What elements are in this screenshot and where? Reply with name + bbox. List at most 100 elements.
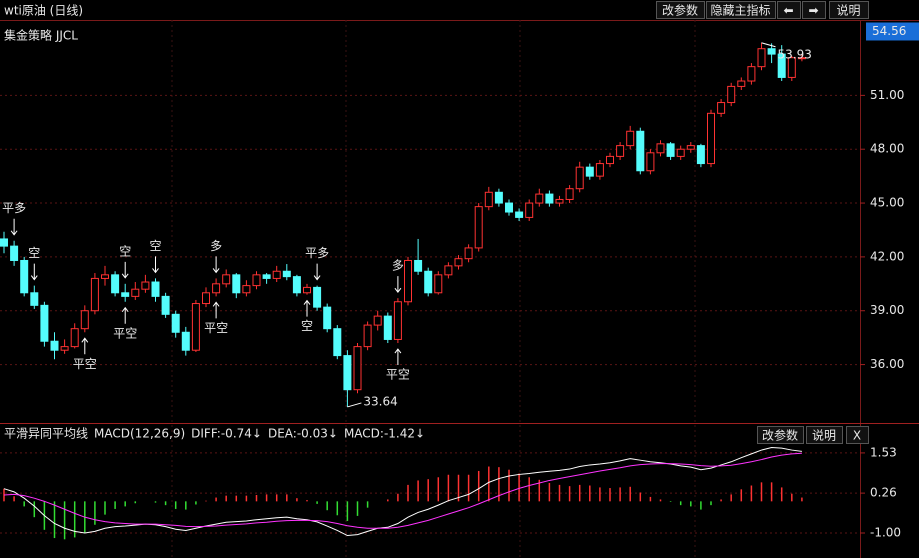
- candle-body: [585, 166, 594, 177]
- annotation-label: 33.64: [363, 394, 397, 408]
- candle-body: [252, 274, 261, 287]
- candle-body: [737, 80, 746, 87]
- candle-body: [424, 270, 433, 294]
- candle-body: [393, 301, 402, 340]
- toolbar-button[interactable]: [706, 1, 776, 19]
- candle-body: [747, 66, 756, 82]
- signal-arrow: [81, 337, 89, 355]
- toolbar-button[interactable]: [656, 1, 705, 19]
- toolbar-button[interactable]: [802, 1, 826, 19]
- candle-body: [242, 285, 251, 294]
- signal-label: 平空: [204, 321, 228, 335]
- candle-body: [20, 259, 29, 294]
- candle-body: [282, 270, 291, 278]
- toolbar-button-label[interactable]: ➡: [808, 4, 818, 18]
- candle-body: [141, 281, 150, 290]
- toolbar-button-label[interactable]: 说明: [836, 3, 860, 18]
- candle-body: [383, 315, 392, 340]
- y-tick-label: -1.00: [870, 525, 901, 539]
- candle-body: [171, 313, 180, 333]
- toolbar-button[interactable]: [777, 1, 801, 19]
- candle-body: [303, 286, 311, 294]
- window-title: wti原油 (日线): [4, 4, 83, 18]
- signal-label: 空: [28, 246, 40, 260]
- y-tick-label: 51.00: [870, 88, 904, 102]
- candle-body: [323, 306, 332, 330]
- signal-label: 平多: [305, 246, 329, 260]
- signal-label: 平空: [386, 368, 410, 382]
- candle-body: [595, 163, 604, 177]
- indicator-header: 平滑异同平均线: [4, 427, 88, 441]
- signal-arrow: [212, 256, 220, 274]
- candle-body: [515, 211, 524, 218]
- signal-label: 多: [392, 259, 404, 273]
- last-price-label: 54.56: [872, 24, 906, 38]
- candle-body: [50, 340, 59, 351]
- signal-label: 平空: [73, 357, 97, 371]
- candle-body: [767, 48, 776, 55]
- indicator-button-label[interactable]: 说明: [812, 428, 836, 443]
- signal-label: 空: [301, 319, 313, 333]
- signal-label: 平空: [113, 326, 137, 340]
- strategy-name: 集金策略 JJCL: [4, 28, 78, 43]
- candle-body: [80, 310, 89, 330]
- candle-body: [202, 292, 210, 305]
- indicator-header: MACD(12,26,9): [94, 427, 185, 441]
- annotation-leader: [347, 402, 362, 408]
- indicator-button[interactable]: [806, 426, 843, 444]
- candle-body: [101, 274, 109, 279]
- candle-body: [353, 346, 362, 391]
- signal-arrow: [152, 256, 159, 274]
- y-tick-label: 42.00: [870, 249, 904, 263]
- indicator-button-label[interactable]: X: [853, 429, 861, 443]
- y-tick-label: 0.26: [870, 486, 897, 500]
- signal-arrow: [30, 263, 38, 281]
- candle-body: [131, 288, 140, 297]
- signal-arrow: [10, 218, 18, 236]
- candle-body: [232, 274, 241, 294]
- candle-body: [404, 259, 412, 303]
- candle-body: [777, 53, 786, 78]
- signal-arrow: [303, 299, 311, 317]
- candle-body: [555, 198, 564, 204]
- candle-body: [757, 48, 766, 68]
- y-tick-label: 39.00: [870, 303, 904, 317]
- y-tick-label: 48.00: [870, 142, 904, 156]
- annotation-leader: [761, 42, 776, 48]
- candle-body: [646, 152, 655, 172]
- candle-body: [565, 188, 574, 200]
- y-tick-label: 36.00: [870, 357, 904, 371]
- toolbar-button[interactable]: [829, 1, 869, 19]
- candle-body: [636, 130, 645, 172]
- indicator-header: DEA:-0.03↓: [268, 427, 338, 441]
- candle-body: [727, 85, 736, 104]
- indicator-button[interactable]: [757, 426, 804, 444]
- candle-body: [363, 324, 372, 348]
- candle-body: [666, 143, 675, 157]
- candle-body: [70, 328, 79, 348]
- candle-body: [464, 247, 473, 260]
- indicator-button-label[interactable]: 改参数: [762, 428, 798, 443]
- candle-body: [10, 245, 19, 261]
- candle-body: [616, 145, 625, 157]
- indicator-button[interactable]: [846, 426, 869, 444]
- candle-body: [373, 315, 382, 326]
- signal-label: 空: [119, 244, 131, 258]
- toolbar-button-label[interactable]: 隐藏主指标: [710, 3, 770, 18]
- candle-body: [575, 166, 584, 190]
- candle-body: [212, 283, 221, 294]
- candle-body: [696, 145, 705, 165]
- candle-body: [151, 281, 160, 297]
- toolbar-button-label[interactable]: 改参数: [662, 3, 698, 18]
- candle-body: [444, 265, 453, 276]
- candle-body: [121, 292, 130, 297]
- candle-body: [676, 148, 685, 157]
- candle-body: [111, 274, 120, 294]
- toolbar-button-label[interactable]: ⬅: [783, 4, 793, 18]
- candle-body: [717, 102, 726, 114]
- signal-arrow: [394, 348, 402, 366]
- candle-body: [191, 303, 200, 351]
- candle-body: [30, 292, 39, 306]
